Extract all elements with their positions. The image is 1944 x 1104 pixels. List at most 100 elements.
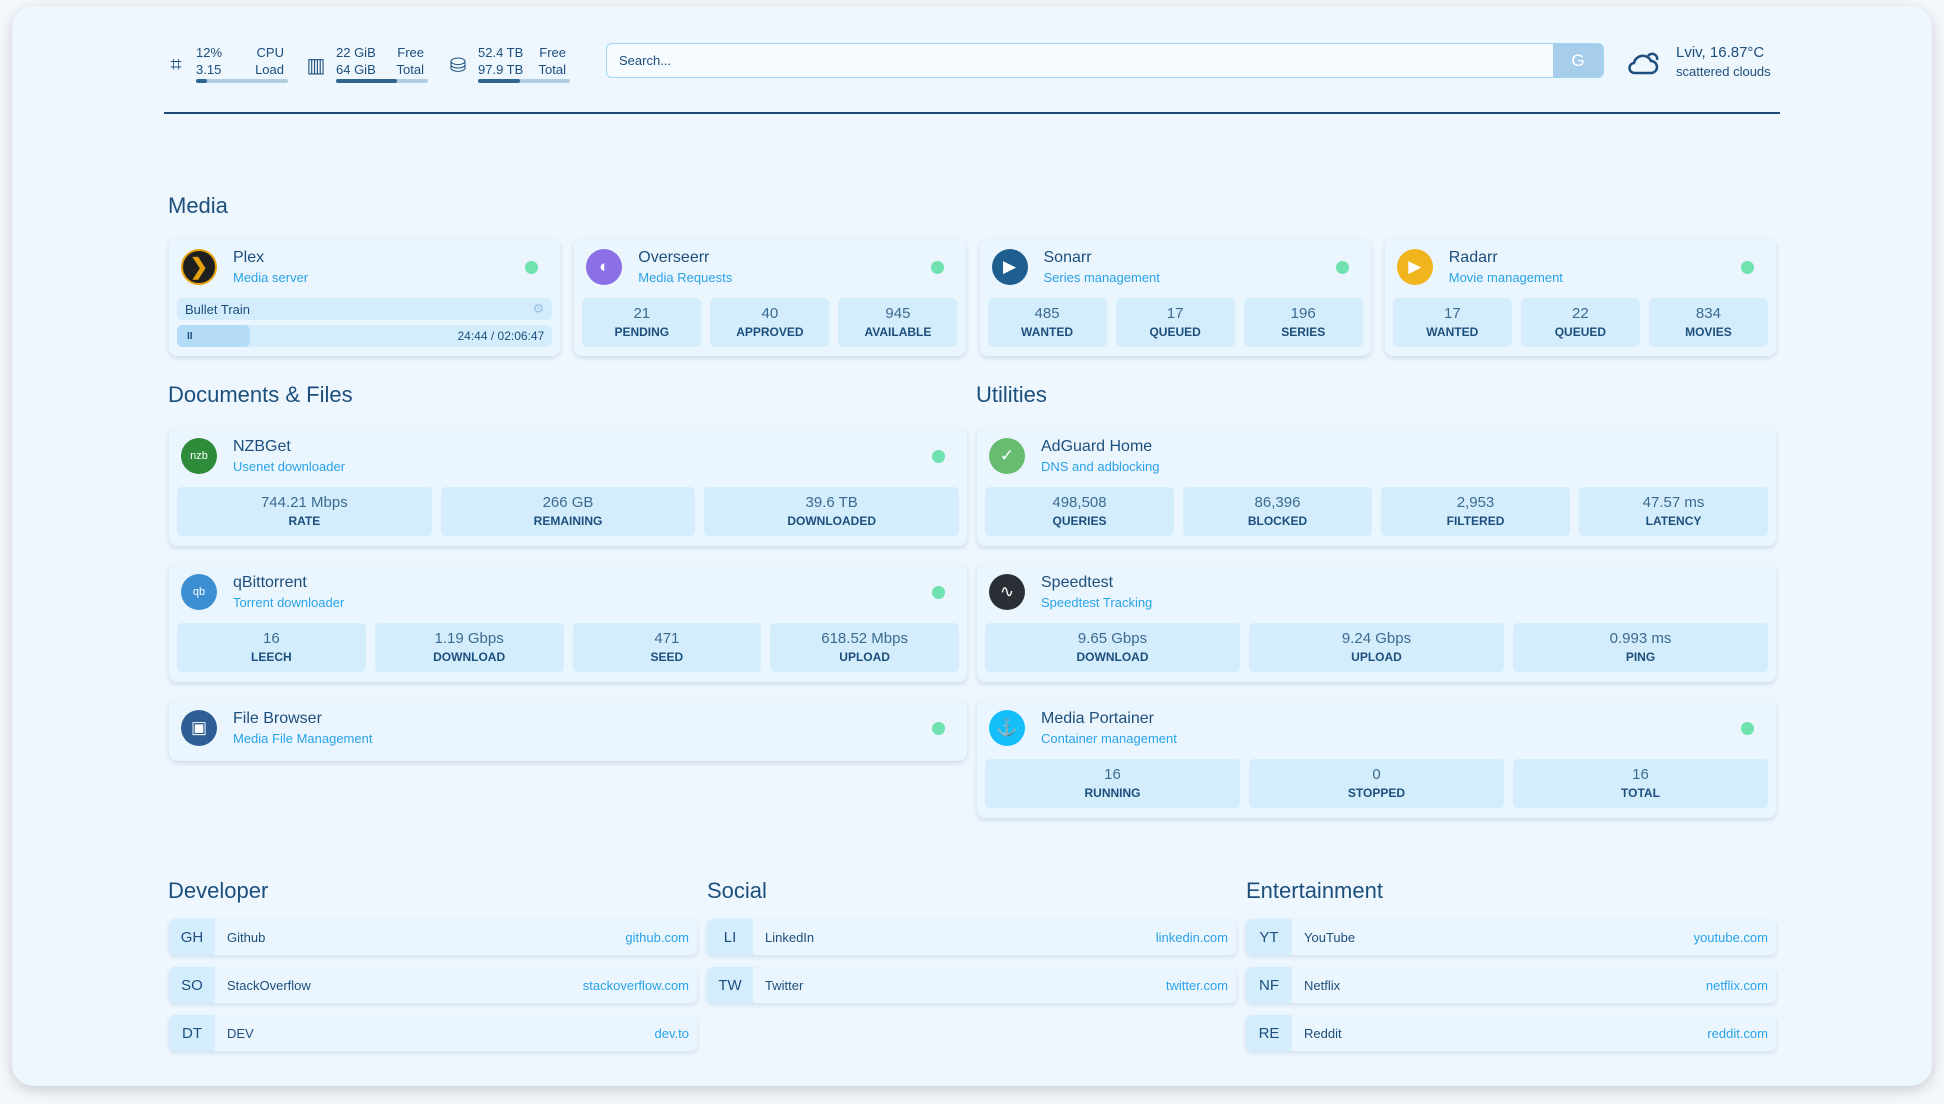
- playback-time: 24:44 / 02:06:47: [457, 329, 545, 343]
- bookmark-youtube[interactable]: YT YouTube youtube.com: [1246, 919, 1776, 955]
- card-header: qb qBittorrent Torrent downloader: [177, 573, 959, 611]
- bookmark-url[interactable]: linkedin.com: [1155, 929, 1228, 945]
- progress-fill: [177, 325, 251, 347]
- service-title[interactable]: Media Portainer: [1041, 710, 1154, 727]
- now-playing-title: Bullet Train: [185, 301, 251, 317]
- stat-series: 196 SERIES: [1243, 298, 1363, 347]
- stat-remaining: 266 GB REMAINING: [440, 487, 696, 536]
- stat-value: 47.57 ms: [1642, 494, 1705, 511]
- bookmark-url[interactable]: netflix.com: [1705, 977, 1768, 993]
- search-input[interactable]: Search...: [619, 53, 672, 68]
- bookmark-name[interactable]: DEV: [227, 1025, 254, 1041]
- bookmark-name[interactable]: StackOverflow: [227, 977, 311, 993]
- bookmark-name[interactable]: YouTube: [1304, 929, 1356, 945]
- file-browser-icon: ▣: [181, 710, 217, 746]
- card-header: ⚓ Media Portainer Container management: [985, 709, 1768, 747]
- bookmark-name[interactable]: LinkedIn: [765, 929, 815, 945]
- service-info: Media Portainer Container management: [1041, 710, 1177, 746]
- resource-values: 22 GiB Free 64 GiB Total: [336, 44, 428, 86]
- stats-row: 498,508 QUERIES 86,396 BLOCKED 2,953 FILTERED…: [985, 487, 1768, 536]
- stat-value: 0: [1372, 766, 1381, 783]
- service-card-media-portainer[interactable]: ⚓ Media Portainer Container management 16 RU…: [977, 699, 1776, 818]
- stat-value: 744.21 Mbps: [260, 494, 348, 511]
- service-card-overseerr[interactable]: ◐ Overseerr Media Requests 21 PENDING 40 APPRO…: [574, 238, 966, 356]
- usage-bar-fill: [478, 79, 521, 83]
- resource-v2: 64 GiB: [336, 62, 376, 77]
- cpu-icon: ⌗: [170, 53, 182, 76]
- media-portainer-icon: ⚓: [989, 710, 1025, 746]
- bookmark-name[interactable]: Twitter: [765, 977, 804, 993]
- search-box[interactable]: Search... G: [606, 43, 1604, 78]
- resource-k2: Load: [255, 62, 284, 77]
- stat-label: QUERIES: [1052, 514, 1107, 528]
- stats-row: 16 RUNNING 0 STOPPED 16 TOTAL: [985, 759, 1768, 808]
- service-info: qBittorrent Torrent downloader: [233, 574, 344, 610]
- bookmark-name[interactable]: Reddit: [1304, 1025, 1342, 1041]
- service-card-plex[interactable]: ❯ Plex Media server Bullet Train ⚙ II 24:44…: [169, 238, 561, 356]
- pause-icon[interactable]: II: [187, 330, 193, 342]
- bookmark-url[interactable]: stackoverflow.com: [582, 977, 689, 993]
- playback-progress[interactable]: II 24:44 / 02:06:47: [177, 325, 553, 347]
- stat-downloaded: 39.6 TB DOWNLOADED: [704, 487, 960, 536]
- stat-label: STOPPED: [1347, 786, 1406, 800]
- memory-icon: ▥: [306, 54, 326, 77]
- resource-values: 12% CPU 3.15 Load: [196, 44, 288, 86]
- bookmark-reddit[interactable]: RE Reddit reddit.com: [1246, 1015, 1776, 1051]
- resource-v1: 22 GiB: [336, 45, 376, 60]
- section-title-developer: Developer: [168, 878, 269, 903]
- stat-value: 471: [654, 630, 680, 647]
- card-header: ▶ Radarr Movie management: [1393, 248, 1768, 286]
- service-card-file-browser[interactable]: ▣ File Browser Media File Management: [169, 699, 967, 761]
- service-subtitle: Media server: [233, 270, 309, 285]
- stat-leech: 16 LEECH: [177, 623, 366, 672]
- stat-label: PENDING: [614, 325, 670, 339]
- service-card-adguard-home[interactable]: ✓ AdGuard Home DNS and adblocking 498,508 QU…: [977, 427, 1776, 546]
- bookmark-url[interactable]: github.com: [625, 929, 689, 945]
- service-title[interactable]: File Browser: [233, 710, 322, 727]
- service-title[interactable]: Overseerr: [638, 249, 710, 266]
- bookmark-linkedin[interactable]: LI LinkedIn linkedin.com: [707, 919, 1236, 955]
- stat-label: MOVIES: [1685, 325, 1732, 339]
- stat-value: 618.52 Mbps: [821, 630, 908, 647]
- bookmark-name[interactable]: Netflix: [1304, 977, 1341, 993]
- service-title[interactable]: NZBGet: [233, 438, 291, 455]
- bookmark-url[interactable]: dev.to: [654, 1025, 689, 1041]
- bookmark-name[interactable]: Github: [227, 929, 266, 945]
- status-dot: [1741, 722, 1754, 735]
- service-card-qbittorrent[interactable]: qb qBittorrent Torrent downloader 16 LEECH 1.…: [169, 563, 967, 682]
- bookmark-netflix[interactable]: NF Netflix netflix.com: [1246, 967, 1776, 1003]
- bookmark-github[interactable]: GH Github github.com: [169, 919, 697, 955]
- bookmark-abbr: DT: [169, 1015, 215, 1051]
- service-title[interactable]: AdGuard Home: [1041, 438, 1153, 455]
- service-subtitle: Usenet downloader: [233, 459, 346, 474]
- service-card-speedtest[interactable]: ∿ Speedtest Speedtest Tracking 9.65 Gbps DOW…: [977, 563, 1776, 682]
- stat-filtered: 2,953 FILTERED: [1381, 487, 1570, 536]
- bookmark-url[interactable]: twitter.com: [1165, 977, 1228, 993]
- stat-movies: 834 MOVIES: [1648, 298, 1768, 347]
- bookmark-twitter[interactable]: TW Twitter twitter.com: [707, 967, 1236, 1003]
- bookmark-dev[interactable]: DT DEV dev.to: [169, 1015, 697, 1051]
- service-title[interactable]: qBittorrent: [233, 574, 307, 591]
- service-card-nzbget[interactable]: nzb NZBGet Usenet downloader 744.21 Mbps RAT…: [169, 427, 967, 546]
- stat-queued: 22 QUEUED: [1520, 298, 1640, 347]
- service-title[interactable]: Sonarr: [1043, 249, 1092, 266]
- resource-v1: 12%: [196, 45, 223, 60]
- bookmark-url[interactable]: reddit.com: [1707, 1025, 1768, 1041]
- status-dot: [1335, 261, 1349, 274]
- google-search-button[interactable]: G: [1553, 44, 1603, 77]
- stat-label: WANTED: [1021, 325, 1074, 339]
- adguard-home-icon: ✓: [989, 438, 1025, 474]
- service-title[interactable]: Speedtest: [1041, 574, 1114, 591]
- bookmark-stackoverflow[interactable]: SO StackOverflow stackoverflow.com: [169, 967, 697, 1003]
- bookmark-url[interactable]: youtube.com: [1693, 929, 1768, 945]
- stat-value: 834: [1695, 305, 1721, 322]
- service-subtitle: Speedtest Tracking: [1041, 595, 1153, 610]
- stat-label: DOWNLOADED: [787, 514, 877, 528]
- service-title[interactable]: Radarr: [1448, 249, 1498, 266]
- stat-value: 86,396: [1254, 494, 1301, 511]
- section-title-media: Media: [168, 193, 228, 218]
- service-card-radarr[interactable]: ▶ Radarr Movie management 17 WANTED 22 QUEUED 8…: [1384, 238, 1776, 356]
- service-card-sonarr[interactable]: ▶ Sonarr Series management 485 WANTED 17 QUEUE…: [979, 238, 1371, 356]
- service-info: Speedtest Speedtest Tracking: [1041, 574, 1152, 610]
- speedtest-icon: ∿: [989, 574, 1025, 610]
